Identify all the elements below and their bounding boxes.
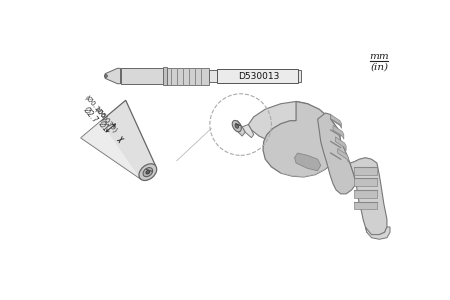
- Text: Ø2.7: Ø2.7: [81, 105, 100, 125]
- Circle shape: [104, 74, 108, 78]
- Polygon shape: [242, 124, 254, 138]
- Text: D530013: D530013: [238, 71, 280, 80]
- Text: (in): (in): [370, 62, 388, 71]
- Ellipse shape: [232, 120, 241, 132]
- Polygon shape: [338, 148, 348, 162]
- Polygon shape: [295, 153, 321, 171]
- FancyBboxPatch shape: [121, 68, 163, 84]
- Polygon shape: [281, 163, 331, 177]
- Polygon shape: [354, 167, 377, 175]
- Polygon shape: [365, 227, 390, 239]
- Ellipse shape: [143, 168, 153, 177]
- Ellipse shape: [139, 164, 157, 181]
- Polygon shape: [354, 190, 377, 198]
- Polygon shape: [350, 158, 387, 235]
- Polygon shape: [333, 125, 344, 139]
- Text: (Ø0.106): (Ø0.106): [83, 94, 108, 122]
- Polygon shape: [263, 101, 341, 177]
- Ellipse shape: [146, 170, 150, 174]
- Ellipse shape: [235, 124, 238, 128]
- Polygon shape: [81, 122, 140, 178]
- Polygon shape: [335, 137, 346, 151]
- Polygon shape: [318, 113, 356, 194]
- Text: (Ø0.039): (Ø0.039): [93, 106, 118, 134]
- Text: Ø1: Ø1: [96, 120, 110, 134]
- Polygon shape: [234, 121, 245, 136]
- Polygon shape: [331, 115, 342, 128]
- FancyBboxPatch shape: [217, 69, 297, 83]
- Polygon shape: [81, 100, 156, 178]
- Text: mm: mm: [369, 52, 389, 61]
- FancyBboxPatch shape: [209, 70, 302, 82]
- Polygon shape: [354, 178, 377, 186]
- Polygon shape: [105, 68, 121, 84]
- Polygon shape: [354, 202, 377, 209]
- Polygon shape: [248, 101, 318, 142]
- FancyBboxPatch shape: [166, 68, 209, 85]
- FancyBboxPatch shape: [163, 67, 166, 85]
